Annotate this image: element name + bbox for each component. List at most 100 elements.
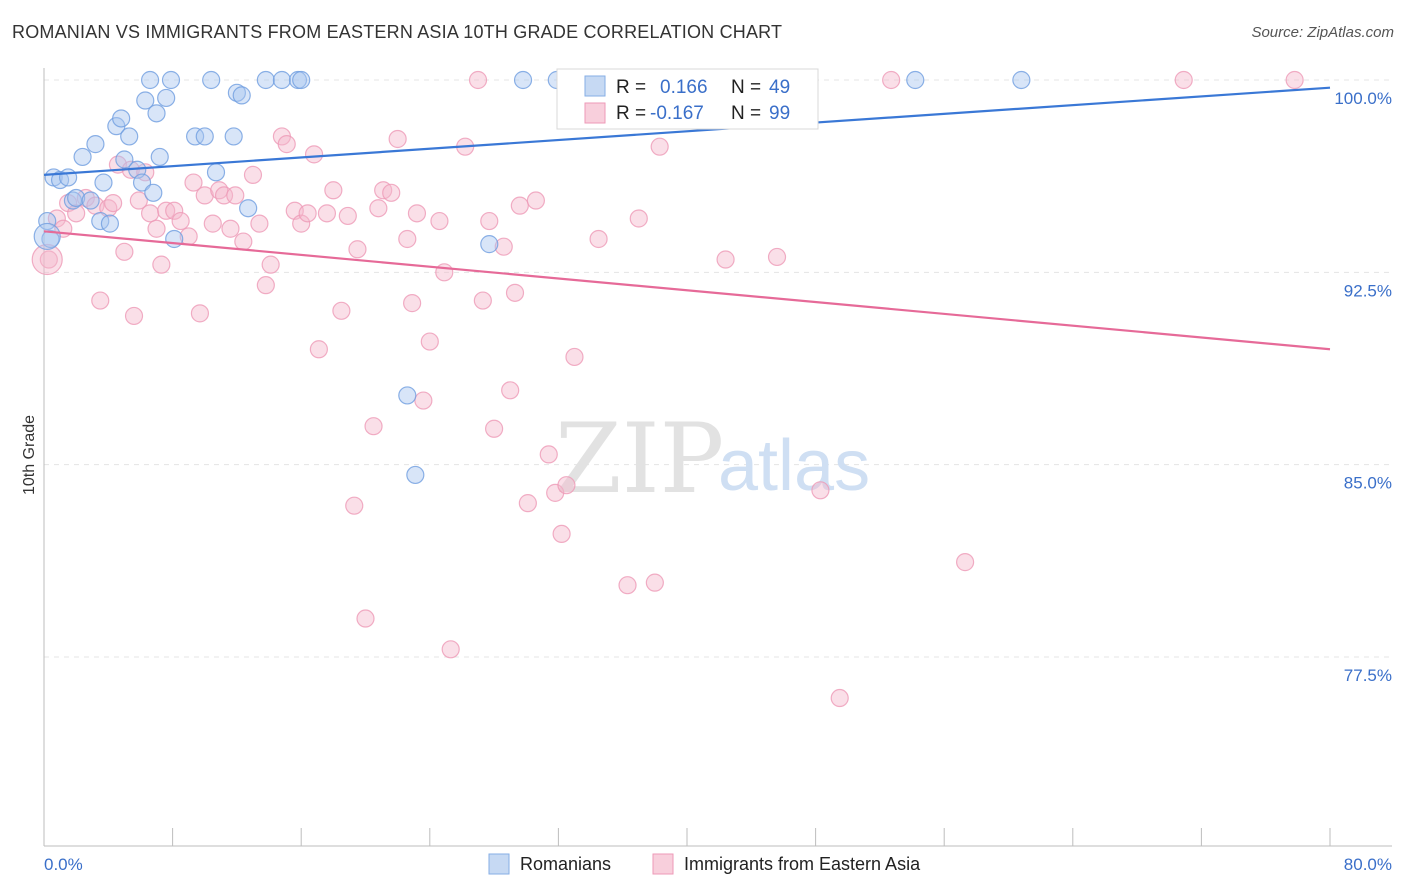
- data-point-immigrants: [407, 204, 427, 223]
- data-point-immigrants: [195, 186, 214, 205]
- data-point-immigrants: [277, 135, 296, 154]
- data-point-romanians: [144, 183, 163, 202]
- data-point-romanians: [147, 104, 166, 123]
- data-point-romanians: [906, 70, 925, 90]
- data-point-immigrants: [345, 496, 364, 515]
- data-point-romanians: [1012, 70, 1031, 90]
- data-point-immigrants: [830, 688, 849, 708]
- data-point-immigrants: [165, 201, 184, 220]
- data-point-romanians: [224, 127, 243, 146]
- data-point-immigrants: [494, 237, 513, 256]
- data-point-romanians: [41, 229, 60, 249]
- data-point-immigrants: [171, 211, 190, 231]
- data-point-romanians: [480, 235, 499, 254]
- data-point-immigrants: [152, 255, 171, 274]
- data-point-immigrants: [716, 250, 735, 269]
- data-point-romanians: [150, 147, 169, 167]
- data-point-immigrants: [505, 283, 525, 302]
- data-point-romanians: [256, 70, 275, 90]
- y-tick-label: 77.5%: [1344, 666, 1392, 685]
- data-point-immigrants: [99, 199, 118, 218]
- legend-n-label-1: N =: [731, 77, 761, 98]
- series-legend: Romanians Immigrants from Eastern Asia: [488, 853, 921, 875]
- legend-r-label-1: R =: [616, 77, 646, 98]
- data-point-romanians: [161, 70, 181, 90]
- y-tick-label: 85.0%: [1344, 474, 1392, 493]
- data-point-romanians: [206, 163, 226, 182]
- data-point-immigrants: [618, 576, 637, 595]
- data-point-romanians: [94, 173, 113, 192]
- data-point-immigrants: [184, 173, 203, 192]
- data-point-immigrants: [501, 381, 520, 400]
- bottom-legend-swatch-pink: [652, 853, 674, 875]
- data-point-romanians: [136, 91, 155, 110]
- data-point-immigrants: [485, 419, 504, 438]
- data-point-immigrants: [203, 214, 222, 233]
- data-point-romanians: [195, 127, 214, 146]
- data-point-immigrants: [298, 204, 317, 223]
- data-point-immigrants: [190, 304, 210, 323]
- data-point-immigrants: [234, 232, 253, 251]
- legend-r-label-2: R =: [616, 103, 646, 124]
- data-point-immigrants: [324, 181, 343, 200]
- data-point-immigrants: [882, 70, 901, 90]
- data-point-immigrants: [468, 70, 488, 90]
- legend-n-value-1: 49: [769, 77, 790, 98]
- data-point-romanians: [513, 70, 533, 90]
- data-point-romanians: [165, 229, 184, 249]
- data-point-immigrants: [332, 301, 351, 320]
- data-point-immigrants: [115, 242, 134, 261]
- data-point-romanians: [67, 188, 86, 208]
- data-point-immigrants: [403, 294, 422, 313]
- source-credit: Source: ZipAtlas.com: [1251, 24, 1394, 41]
- data-point-immigrants: [261, 255, 280, 274]
- data-point-immigrants: [1174, 70, 1193, 90]
- data-point-romanians: [63, 191, 83, 210]
- data-point-immigrants: [292, 214, 311, 233]
- data-point-romanians: [292, 70, 311, 90]
- data-point-romanians: [38, 211, 57, 231]
- data-point-immigrants: [221, 219, 240, 238]
- data-point-immigrants: [811, 481, 830, 500]
- legend-swatch-pink: [584, 102, 606, 124]
- data-point-romanians-cluster: [33, 222, 61, 251]
- y-tick-label: 100.0%: [1334, 89, 1392, 108]
- axes: [43, 68, 1392, 847]
- data-point-immigrants: [364, 417, 383, 436]
- data-point-immigrants: [388, 129, 407, 149]
- data-point-immigrants: [91, 291, 110, 310]
- legend-n-value-2: 99: [769, 103, 790, 124]
- legend-n-label-2: N =: [731, 103, 761, 124]
- data-point-immigrants: [557, 476, 576, 495]
- trend-line-immigrants: [43, 230, 1331, 351]
- data-point-immigrants: [382, 183, 401, 202]
- data-point-immigrants: [356, 609, 375, 628]
- data-point-romanians: [81, 191, 100, 210]
- data-point-romanians: [239, 199, 258, 218]
- data-point-immigrants: [441, 640, 460, 659]
- data-point-immigrants: [414, 391, 433, 410]
- data-point-romanians: [232, 86, 251, 105]
- data-point-immigrants: [565, 347, 584, 367]
- data-point-romanians: [406, 465, 425, 485]
- data-point-romanians: [112, 109, 131, 128]
- data-point-immigrants: [369, 199, 388, 218]
- data-point-immigrants: [124, 306, 144, 326]
- data-point-romanians: [132, 173, 152, 192]
- y-axis-title: 10th Grade: [21, 415, 38, 495]
- watermark: ZIP atlas: [555, 403, 870, 515]
- data-point-romanians: [86, 135, 105, 154]
- data-point-immigrants: [226, 186, 245, 205]
- data-point-immigrants: [510, 196, 529, 215]
- data-point-immigrants: [480, 211, 499, 231]
- y-tick-labels: 77.5% 85.0% 92.5% 100.0%: [1334, 89, 1392, 685]
- data-point-immigrants: [256, 276, 275, 295]
- data-point-immigrants: [147, 219, 166, 238]
- data-point-romanians: [140, 70, 160, 90]
- data-point-immigrants-cluster: [31, 243, 63, 276]
- legend-r-value-2: -0.167: [650, 103, 704, 124]
- correlation-legend: R = 0.166 N = 49 R = -0.167 N = 99: [556, 68, 819, 130]
- data-point-immigrants: [518, 494, 537, 513]
- watermark-zip: ZIP: [555, 403, 724, 515]
- trend-line-romanians: [43, 86, 1331, 176]
